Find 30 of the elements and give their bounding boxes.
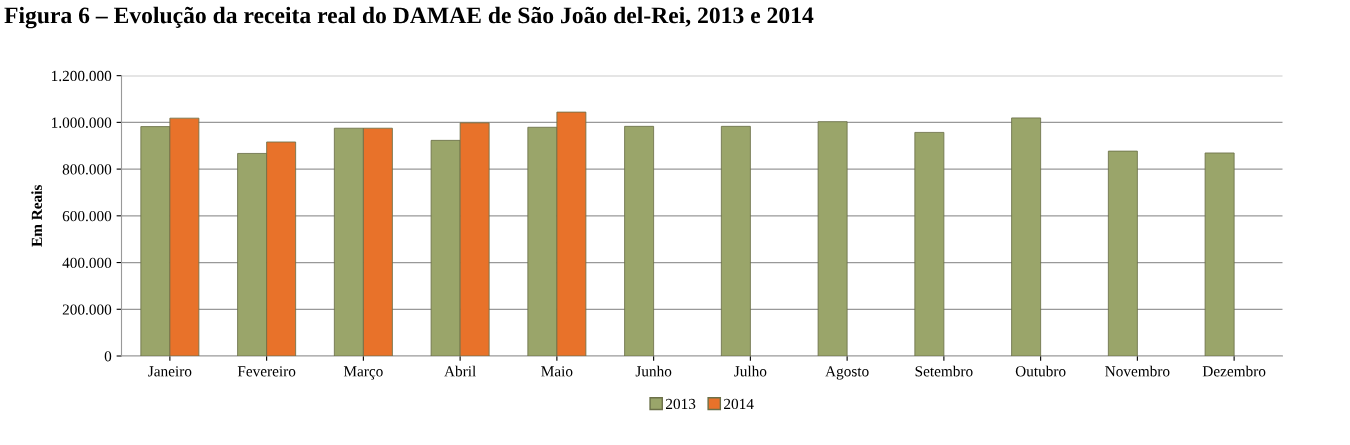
y-tick-label: 1.200.000 bbox=[52, 70, 112, 82]
x-tick-label: Abril bbox=[444, 365, 476, 377]
bar bbox=[914, 132, 945, 356]
legend-label: 2013 bbox=[666, 398, 696, 410]
bar bbox=[1011, 117, 1042, 356]
x-tick-label: Setembro bbox=[915, 365, 973, 377]
y-tick-label: 800.000 bbox=[62, 164, 112, 175]
bar bbox=[720, 125, 751, 356]
bar bbox=[1107, 150, 1138, 356]
bar bbox=[1204, 152, 1235, 356]
y-tick-label: 0 bbox=[104, 351, 112, 362]
x-tick-label: Maio bbox=[541, 366, 573, 377]
y-tick-label: 400.000 bbox=[62, 257, 112, 269]
legend-label: 2014 bbox=[724, 398, 754, 410]
x-tick-label: Dezembro bbox=[1202, 365, 1266, 377]
x-tick-label: Outubro bbox=[1015, 365, 1066, 377]
y-axis-title: Em Reais bbox=[31, 185, 43, 247]
x-tick-label: Junho bbox=[635, 365, 672, 377]
y-tick-label: 200.000 bbox=[62, 304, 112, 315]
y-tick-label: 600.000 bbox=[62, 210, 112, 222]
bar bbox=[817, 121, 848, 356]
x-tick-label: Janeiro bbox=[148, 366, 192, 377]
x-tick-label: Novembro bbox=[1105, 365, 1170, 377]
x-tick-label: Agosto bbox=[825, 366, 869, 380]
x-tick-label: Março bbox=[343, 366, 383, 380]
x-tick-label: Fevereiro bbox=[237, 366, 296, 377]
chart-title: Figura 6 – Evolução da receita real do DAMAE de São João del-Rei, 2013 e 2014 bbox=[4, 6, 814, 29]
x-tick-label: Julho bbox=[734, 365, 767, 377]
y-tick-label: 1.000.000 bbox=[52, 117, 112, 128]
bar bbox=[624, 125, 655, 356]
